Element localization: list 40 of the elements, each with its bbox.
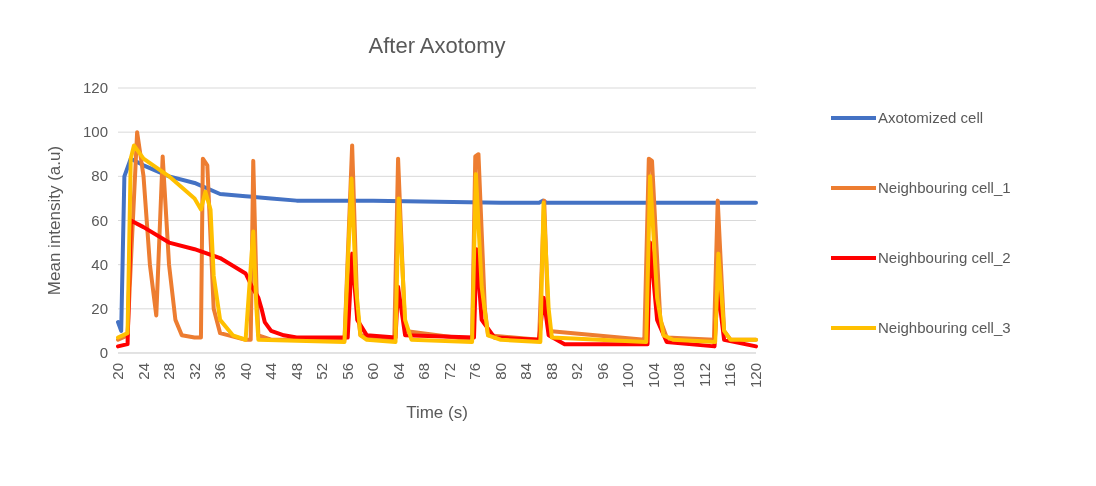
x-tick-label: 76 — [466, 363, 484, 380]
x-tick-label: 112 — [695, 363, 713, 387]
x-tick-label: 72 — [440, 363, 458, 380]
x-tick-label: 40 — [236, 363, 254, 380]
x-tick-label: 92 — [568, 363, 586, 380]
y-tick-label: 20 — [91, 299, 108, 317]
legend-label: Axotomized cell — [878, 109, 984, 126]
y-tick-label: 120 — [82, 79, 108, 96]
x-tick-label: 108 — [670, 363, 688, 389]
x-tick-label: 52 — [313, 363, 331, 380]
x-tick-label: 96 — [593, 363, 611, 380]
y-axis-title: Mean intensity (a.u) — [45, 145, 64, 296]
x-tick-label: 24 — [134, 363, 152, 380]
x-tick-label: 44 — [262, 363, 280, 380]
x-tick-label: 100 — [619, 363, 637, 389]
legend-label: Neighbouring cell_2 — [878, 249, 1011, 266]
x-tick-label: 28 — [160, 363, 178, 380]
x-tick-label: 80 — [491, 363, 509, 380]
x-tick-label: 88 — [542, 363, 560, 380]
x-tick-label: 64 — [389, 363, 407, 380]
x-tick-label: 120 — [747, 363, 764, 389]
x-tick-label: 36 — [211, 363, 229, 380]
x-tick-label: 68 — [415, 363, 433, 380]
x-tick-label: 56 — [338, 363, 356, 380]
x-axis-title: Time (s) — [406, 403, 468, 422]
x-tick-label: 48 — [287, 363, 305, 380]
y-tick-label: 60 — [91, 211, 108, 229]
y-tick-label: 100 — [82, 123, 108, 141]
x-tick-label: 20 — [109, 363, 126, 380]
chart-title: After Axotomy — [368, 33, 506, 58]
x-tick-label: 84 — [517, 363, 535, 380]
legend-label: Neighbouring cell_3 — [878, 319, 1011, 336]
y-tick-label: 0 — [99, 344, 108, 361]
x-tick-label: 60 — [364, 363, 382, 380]
y-tick-label: 40 — [91, 255, 108, 273]
x-tick-label: 104 — [644, 363, 662, 389]
x-tick-label: 116 — [721, 363, 739, 387]
y-tick-label: 80 — [91, 167, 108, 185]
legend-label: Neighbouring cell_1 — [878, 179, 1011, 196]
x-tick-label: 32 — [185, 363, 203, 380]
